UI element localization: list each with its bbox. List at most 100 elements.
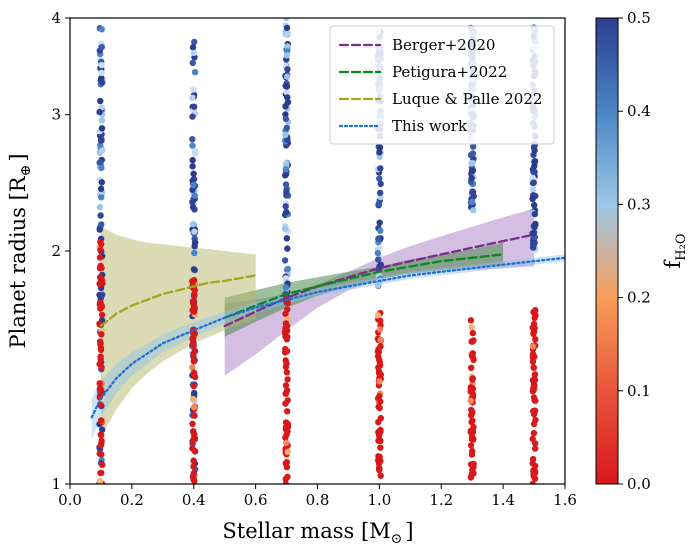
data-point	[282, 115, 290, 123]
data-point	[284, 94, 291, 101]
data-point	[189, 220, 197, 228]
data-point	[191, 206, 198, 213]
data-point	[282, 480, 289, 484]
data-point	[532, 462, 539, 470]
data-point	[468, 324, 475, 331]
data-point	[283, 52, 291, 59]
data-point	[468, 168, 476, 175]
data-point	[98, 432, 105, 439]
data-point	[191, 412, 198, 419]
trend-lines	[90, 233, 565, 419]
data-point	[469, 329, 476, 337]
data-point	[376, 219, 383, 226]
data-point	[190, 403, 198, 411]
data-point	[191, 347, 199, 355]
data-point	[283, 188, 290, 196]
data-point	[97, 469, 104, 477]
data-point	[284, 245, 291, 252]
data-point	[374, 249, 382, 257]
data-point	[189, 59, 196, 67]
data-point	[529, 455, 537, 463]
data-point	[282, 166, 290, 173]
data-point	[284, 43, 291, 50]
data-point	[375, 418, 382, 426]
data-point	[190, 457, 197, 464]
colorbar-tick-label: 0.3	[627, 195, 651, 213]
data-point	[281, 225, 289, 233]
data-point	[96, 254, 104, 261]
data-point	[191, 69, 199, 76]
data-point	[190, 266, 198, 273]
data-point	[189, 163, 196, 170]
data-point	[96, 380, 103, 387]
data-point	[96, 226, 103, 233]
data-point	[281, 257, 289, 264]
data-point	[98, 179, 106, 186]
data-point	[282, 382, 290, 389]
data-point	[283, 24, 291, 32]
data-point	[190, 277, 198, 284]
data-point	[191, 147, 199, 155]
data-point	[469, 376, 476, 383]
data-point	[283, 464, 291, 471]
data-point	[468, 198, 476, 206]
legend-label: This work	[392, 117, 468, 135]
data-point	[284, 73, 291, 80]
y-axis-label: Planet radius [R⊕]	[6, 153, 34, 348]
legend: Berger+2020 Petigura+2022 Luque & Palle 20…	[329, 25, 555, 145]
data-point	[470, 143, 477, 150]
data-point	[96, 204, 104, 211]
x-tick-label: 0.0	[58, 491, 82, 509]
data-point	[529, 186, 537, 193]
data-point	[283, 369, 291, 376]
data-point	[375, 464, 383, 472]
data-point	[189, 44, 197, 51]
data-point	[374, 312, 382, 319]
data-point	[467, 442, 475, 449]
data-point	[470, 356, 477, 364]
colorbar-tick-label: 0.5	[627, 9, 651, 27]
data-point	[376, 359, 383, 366]
data-point	[284, 30, 291, 37]
data-point	[282, 357, 289, 364]
data-point	[282, 181, 290, 188]
x-tick-label: 0.8	[306, 491, 330, 509]
data-point	[467, 397, 474, 404]
data-point	[377, 165, 384, 172]
data-point	[282, 310, 289, 317]
data-point	[284, 136, 291, 144]
data-point	[190, 369, 198, 376]
data-point	[97, 305, 104, 312]
data-point	[530, 364, 537, 371]
colorbar-tick-label: 0.2	[627, 289, 651, 307]
data-point	[282, 203, 289, 210]
data-point	[284, 387, 291, 394]
data-point	[284, 473, 291, 480]
data-point	[283, 83, 291, 90]
data-point	[530, 179, 537, 186]
data-point	[470, 193, 477, 200]
data-point	[467, 151, 475, 159]
data-point	[190, 382, 197, 390]
data-point	[377, 472, 384, 479]
data-point	[283, 124, 291, 132]
data-point	[377, 457, 384, 464]
data-point	[529, 343, 537, 350]
colorbar-tick-label: 0.4	[627, 102, 651, 120]
data-point	[189, 342, 196, 349]
data-point	[469, 385, 477, 392]
data-point	[375, 403, 382, 411]
data-point	[189, 113, 196, 120]
data-point	[97, 212, 104, 219]
y-axis: 1 2 3 4	[51, 9, 70, 493]
data-point	[530, 386, 537, 393]
data-point	[190, 463, 197, 470]
data-point	[531, 314, 538, 321]
data-point	[531, 201, 538, 209]
data-point	[284, 397, 291, 404]
data-point	[191, 192, 198, 199]
data-point	[191, 243, 198, 250]
data-point	[190, 86, 197, 93]
data-point	[376, 326, 384, 333]
x-tick-label: 1.2	[429, 491, 453, 509]
